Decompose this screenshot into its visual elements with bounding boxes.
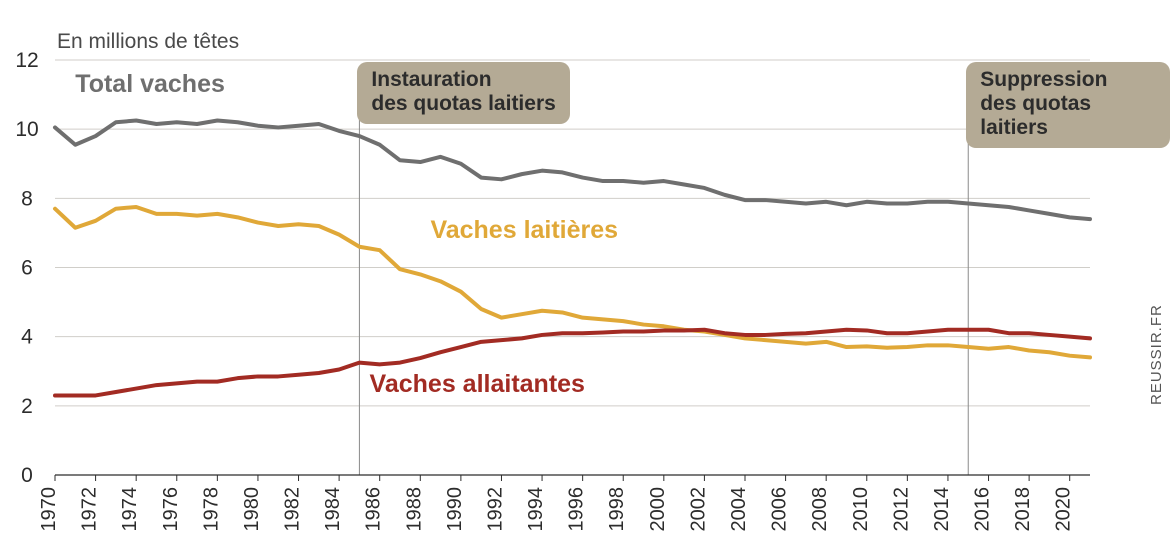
x-tick-label: 2014: [931, 487, 953, 532]
x-tick-label: 1996: [566, 487, 588, 532]
annotation-instauration: Instauration des quotas laitiers: [357, 62, 569, 124]
annotation-line2: des quotas laitiers: [980, 92, 1156, 140]
x-tick-label: 2020: [1053, 487, 1075, 532]
series-label-total: Total vaches: [75, 70, 225, 99]
x-tick-label: 2002: [687, 487, 709, 532]
x-tick-label: 1974: [119, 487, 141, 532]
x-tick-label: 1980: [241, 487, 263, 532]
series-line-total: [55, 121, 1090, 220]
x-tick-label: 2004: [728, 487, 750, 532]
x-tick-label: 1992: [484, 487, 506, 532]
series-label-allaitantes: Vaches allaitantes: [370, 370, 585, 399]
y-tick-label: 0: [21, 464, 33, 487]
x-tick-label: 1970: [38, 487, 60, 532]
annotation-suppression: Suppression des quotas laitiers: [966, 62, 1170, 148]
x-tick-label: 2018: [1012, 487, 1034, 532]
x-tick-label: 2000: [647, 487, 669, 532]
annotation-line1: Suppression: [980, 68, 1156, 92]
y-tick-label: 2: [21, 395, 33, 418]
x-tick-label: 2008: [809, 487, 831, 532]
x-tick-label: 1984: [322, 487, 344, 532]
y-tick-label: 8: [21, 187, 33, 210]
x-tick-label: 1990: [444, 487, 466, 532]
series-label-laitieres: Vaches laitières: [430, 216, 618, 245]
credit-text: REUSSIR.FR: [1148, 304, 1165, 405]
x-tick-label: 1976: [160, 487, 182, 532]
x-tick-label: 1978: [200, 487, 222, 532]
y-axis-title: En millions de têtes: [57, 30, 239, 54]
y-tick-label: 10: [15, 118, 38, 141]
y-tick-label: 4: [21, 326, 33, 349]
x-tick-label: 1998: [606, 487, 628, 532]
x-tick-label: 1986: [363, 487, 385, 532]
y-tick-label: 6: [21, 257, 33, 280]
x-tick-label: 2006: [769, 487, 791, 532]
x-tick-label: 1982: [282, 487, 304, 532]
annotation-line2: des quotas laitiers: [371, 92, 555, 116]
chart-container: 0 2 4 6 8 10 12 1970 1972 1974 1976 1978 1980 1982 198…: [0, 0, 1170, 550]
x-tick-label: 1972: [79, 487, 101, 532]
x-tick-label: 2012: [890, 487, 912, 532]
x-tick-label: 2016: [972, 487, 994, 532]
y-tick-label: 12: [15, 49, 38, 72]
x-tick-label: 1994: [525, 487, 547, 532]
annotation-line1: Instauration: [371, 68, 555, 92]
x-tick-label: 1988: [403, 487, 425, 532]
x-tick-label: 2010: [850, 487, 872, 532]
